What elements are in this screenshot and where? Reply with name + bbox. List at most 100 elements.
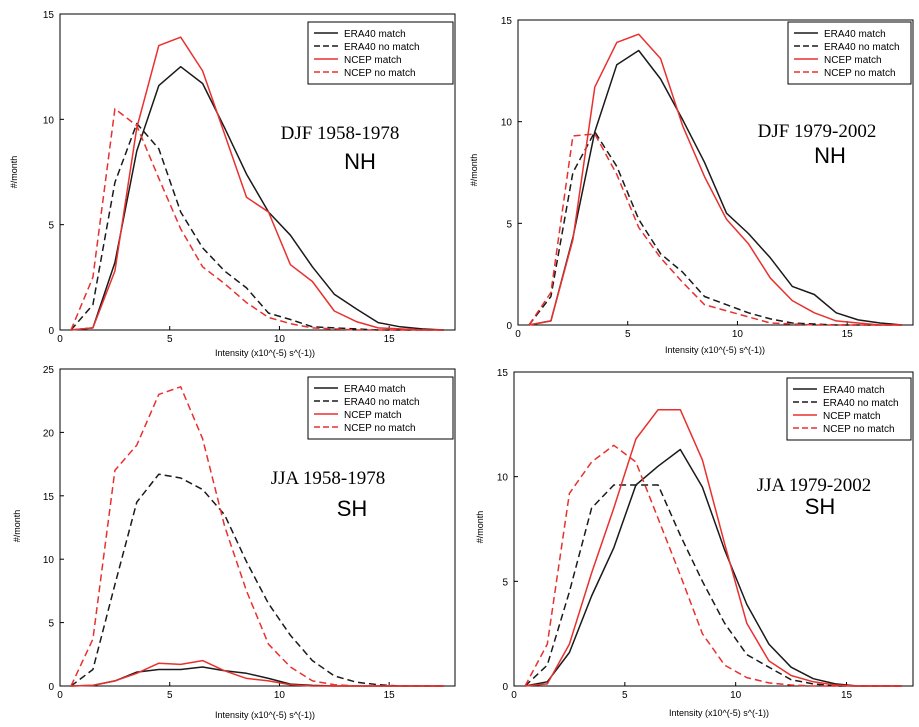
series-line-ncep-match bbox=[528, 33, 902, 326]
series-line-era40-match bbox=[524, 448, 902, 687]
y-axis-label: #/month bbox=[12, 510, 22, 543]
chart-jja-1979-2002: 0 5 10 15 0 5 10 15 Intensity (x10^(-5) s^(-1)) #… bbox=[475, 368, 914, 718]
panel-annotation-hemisphere: NH bbox=[344, 149, 376, 174]
series-line-ncep-no-match bbox=[528, 133, 902, 326]
y-tick-label: 10 bbox=[43, 115, 55, 126]
x-tick-label: 0 bbox=[57, 690, 63, 701]
series-line-era40-no-match bbox=[524, 484, 902, 687]
series-line-era40-match bbox=[528, 49, 903, 326]
y-tick-label: 5 bbox=[48, 619, 54, 630]
legend-label-ncep-match: NCEP match bbox=[344, 55, 402, 66]
legend-label-era40-no-match: ERA40 no match bbox=[823, 398, 899, 409]
panel-annotation-period: DJF 1958-1978 bbox=[281, 123, 400, 144]
legend-label-era40-no-match: ERA40 no match bbox=[824, 42, 900, 53]
series-line-ncep-no-match bbox=[524, 444, 902, 687]
panel-annotation-period: DJF 1979-2002 bbox=[758, 121, 877, 142]
y-axis-label: #/month bbox=[475, 511, 485, 544]
y-tick-label: 15 bbox=[43, 492, 55, 503]
legend: ERA40 match ERA40 no match NCEP match NCEP … bbox=[307, 376, 454, 440]
y-tick-label: 10 bbox=[501, 118, 513, 129]
series-line-era40-no-match bbox=[528, 131, 902, 326]
series-line-ncep-no-match bbox=[70, 108, 444, 331]
x-tick-label: 5 bbox=[625, 329, 631, 340]
y-tick-label: 0 bbox=[48, 682, 54, 693]
series-line-era40-no-match bbox=[70, 473, 444, 687]
y-tick-label: 5 bbox=[502, 577, 508, 588]
plot-frame bbox=[59, 368, 456, 687]
panel-annotation-hemisphere: SH bbox=[805, 494, 836, 519]
panel-annotation-hemisphere: SH bbox=[337, 496, 368, 521]
y-tick-label: 10 bbox=[497, 473, 509, 484]
legend-label-era40-no-match: ERA40 no match bbox=[344, 397, 420, 408]
panel-annotation-period: JJA 1979-2002 bbox=[757, 475, 872, 496]
legend-label-ncep-match: NCEP match bbox=[344, 410, 402, 421]
legend-label-ncep-match: NCEP match bbox=[824, 55, 882, 66]
x-tick-label: 5 bbox=[167, 334, 173, 345]
series-line-era40-match bbox=[70, 65, 445, 331]
legend: ERA40 match ERA40 no match NCEP match NCEP … bbox=[307, 21, 454, 85]
legend-label-era40-match: ERA40 match bbox=[824, 29, 886, 40]
chart-djf-1958-1978: 0 5 10 15 0 5 10 15 Intensity (x10^(-5) s^(-1)) #… bbox=[9, 10, 456, 358]
plot-frame bbox=[513, 371, 914, 687]
x-tick-label: 15 bbox=[384, 334, 396, 345]
y-axis-label: #/month bbox=[9, 156, 19, 189]
x-axis-label: Intensity (x10^(-5) s^(-1)) bbox=[665, 345, 765, 355]
x-axis-label: Intensity (x10^(-5) s^(-1)) bbox=[669, 708, 769, 718]
legend-label-ncep-no-match: NCEP no match bbox=[824, 68, 896, 79]
legend-label-ncep-match: NCEP match bbox=[823, 411, 881, 422]
series-line-ncep-match bbox=[70, 36, 444, 331]
series-line-ncep-no-match bbox=[70, 386, 444, 687]
panel-jja-1979-2002: 0 5 10 15 0 5 10 15 Intensity (x10^(-5) s^(-1)) #… bbox=[460, 361, 919, 727]
x-tick-label: 10 bbox=[274, 334, 286, 345]
y-tick-label: 20 bbox=[43, 428, 55, 439]
chart-jja-1958-1978: 0 5 10 15 0 5 10 15 20 25 Intensity (x10^(-5) s^(-… bbox=[12, 365, 456, 720]
legend-box bbox=[307, 21, 454, 85]
x-tick-label: 0 bbox=[57, 334, 63, 345]
legend-label-era40-match: ERA40 match bbox=[344, 384, 406, 395]
x-tick-label: 10 bbox=[730, 690, 742, 701]
x-tick-label: 10 bbox=[274, 690, 286, 701]
y-tick-label: 15 bbox=[501, 16, 513, 27]
y-tick-label: 25 bbox=[43, 365, 55, 376]
y-tick-label: 0 bbox=[502, 682, 508, 693]
plot-frame bbox=[59, 13, 456, 331]
panel-jja-1958-1978: 0 5 10 15 0 5 10 15 20 25 Intensity (x10^(-5) s^(-… bbox=[0, 361, 460, 727]
legend-label-ncep-no-match: NCEP no match bbox=[344, 423, 416, 434]
y-tick-label: 15 bbox=[43, 10, 55, 21]
panel-annotation-period: JJA 1958-1978 bbox=[271, 468, 386, 489]
x-tick-label: 10 bbox=[732, 329, 744, 340]
legend-label-era40-no-match: ERA40 no match bbox=[344, 42, 420, 53]
x-tick-label: 15 bbox=[841, 690, 853, 701]
legend-label-ncep-no-match: NCEP no match bbox=[823, 424, 895, 435]
x-axis-label: Intensity (x10^(-5) s^(-1)) bbox=[215, 348, 315, 358]
y-tick-label: 10 bbox=[43, 555, 55, 566]
panel-djf-1958-1978: 0 5 10 15 0 5 10 15 Intensity (x10^(-5) s^(-1)) #… bbox=[0, 0, 460, 365]
series-line-ncep-match bbox=[70, 659, 444, 687]
series-line-era40-no-match bbox=[70, 122, 444, 331]
x-tick-label: 0 bbox=[515, 329, 521, 340]
y-tick-label: 0 bbox=[506, 321, 512, 332]
legend: ERA40 match ERA40 no match NCEP match NCEP … bbox=[786, 377, 912, 441]
legend: ERA40 match ERA40 no match NCEP match NCEP … bbox=[787, 21, 912, 85]
y-axis-label: #/month bbox=[469, 154, 479, 187]
legend-label-era40-match: ERA40 match bbox=[344, 29, 406, 40]
panel-annotation-hemisphere: NH bbox=[814, 143, 846, 168]
x-tick-label: 15 bbox=[384, 690, 396, 701]
y-tick-label: 0 bbox=[48, 326, 54, 337]
y-tick-label: 5 bbox=[506, 219, 512, 230]
legend-label-ncep-no-match: NCEP no match bbox=[344, 68, 416, 79]
x-axis-label: Intensity (x10^(-5) s^(-1)) bbox=[215, 710, 315, 720]
y-tick-label: 15 bbox=[497, 368, 509, 379]
legend-label-era40-match: ERA40 match bbox=[823, 385, 885, 396]
legend-box bbox=[786, 377, 912, 441]
x-tick-label: 5 bbox=[167, 690, 173, 701]
plot-frame bbox=[517, 19, 914, 326]
panel-djf-1979-2002: 0 5 10 15 0 5 10 15 Intensity (x10^(-5) s^(-1)) #… bbox=[460, 0, 919, 365]
x-tick-label: 5 bbox=[622, 690, 628, 701]
x-tick-label: 15 bbox=[842, 329, 854, 340]
series-line-ncep-match bbox=[525, 408, 902, 687]
x-tick-label: 0 bbox=[511, 690, 517, 701]
y-tick-label: 5 bbox=[48, 221, 54, 232]
chart-djf-1979-2002: 0 5 10 15 0 5 10 15 Intensity (x10^(-5) s^(-1)) #… bbox=[469, 16, 914, 355]
